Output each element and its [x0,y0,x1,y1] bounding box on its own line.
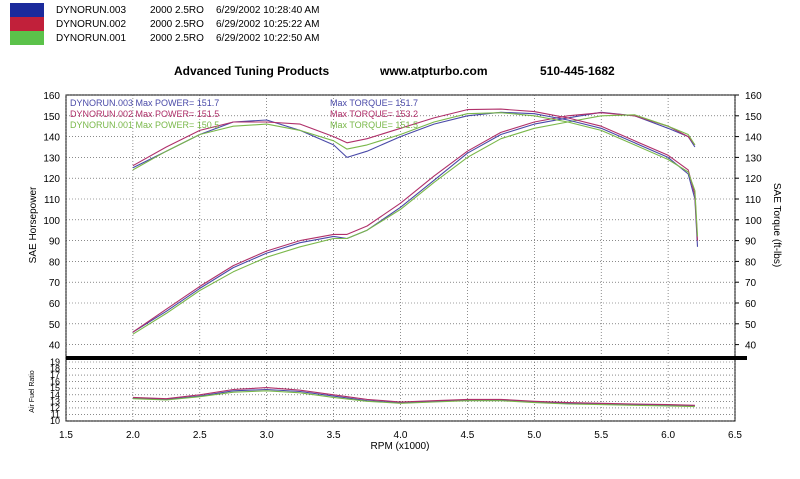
max-power-label: DYNORUN.003 Max POWER= 151.7 [70,98,219,108]
afr-line-dynorun-003 [132,388,695,407]
x-tick-label: 2.5 [193,430,207,441]
y-axis-label: SAE Horsepower [28,186,39,263]
afr-tick-label: 11 [51,409,60,419]
afr-tick-label: 17 [50,370,60,380]
legend-row: DYNORUN.003 2000 2.5RO 6/29/2002 10:28:4… [10,3,319,17]
company-name: Advanced Tuning Products [174,64,330,78]
x-tick-label: 2.0 [126,430,140,441]
x-tick-label: 5.5 [594,430,608,441]
legend-run-car: 2000 2.5RO [150,32,204,44]
y-tick-label: 140 [43,133,60,144]
y-tick-label: 160 [43,91,60,102]
y2-tick-label: 40 [745,341,757,352]
legend-swatch [10,3,44,17]
y-tick-label: 90 [49,237,61,248]
afr-line-dynorun-001 [132,390,695,408]
afr-line-dynorun-002 [132,387,695,406]
max-power-label: DYNORUN.001 Max POWER= 150.5 [70,120,219,130]
afr-tick-label: 12 [50,403,60,413]
y2-tick-label: 60 [745,299,757,310]
y-tick-label: 60 [49,299,61,310]
y-tick-label: 70 [49,278,61,289]
y2-tick-label: 80 [745,257,757,268]
torque-line-dynorun-003 [132,111,699,247]
afr-tick-label: 10 [50,416,60,426]
phone-number: 510-445-1682 [540,64,615,78]
x-tick-label: 3.0 [260,430,274,441]
legend-row: DYNORUN.002 2000 2.5RO 6/29/2002 10:25:2… [10,17,319,31]
y2-tick-label: 70 [745,278,757,289]
legend-row: DYNORUN.001 2000 2.5RO 6/29/2002 10:22:5… [10,31,319,45]
x-tick-label: 3.5 [327,430,341,441]
x-tick-label: 6.5 [728,430,742,441]
afr-tick-label: 16 [50,377,60,387]
max-torque-label: Max TORQUE= 151.7 [330,98,418,108]
x-tick-label: 6.0 [661,430,675,441]
legend-run-datetime: 6/29/2002 10:25:22 AM [216,18,320,30]
chart-header: Advanced Tuning Products www.atpturbo.co… [0,64,800,80]
y-tick-label: 110 [44,195,60,206]
x-tick-label: 1.5 [59,430,73,441]
legend-run-name: DYNORUN.003 [56,4,127,16]
y-tick-label: 100 [43,216,60,227]
y2-axis-label: SAE Torque (ft-lbs) [771,183,782,267]
afr-tick-label: 14 [50,390,60,400]
x-tick-label: 4.0 [394,430,408,441]
power-line-dynorun-001 [132,114,696,335]
legend-run-name: DYNORUN.001 [56,32,127,44]
y-tick-label: 150 [43,112,60,123]
y-tick-label: 80 [49,257,61,268]
x-tick-label: 4.5 [460,430,474,441]
y-tick-label: 130 [43,153,60,164]
legend-run-name: DYNORUN.002 [56,18,127,30]
afr-tick-label: 18 [50,364,60,374]
legend-run-datetime: 6/29/2002 10:28:40 AM [216,4,320,16]
run-legend: DYNORUN.003 2000 2.5RO 6/29/2002 10:28:4… [10,3,319,45]
afr-tick-label: 19 [50,357,60,367]
afr-tick-label: 15 [50,383,60,393]
y2-tick-label: 120 [745,174,762,185]
legend-run-car: 2000 2.5RO [150,4,204,16]
afr-axis-label: Air Fuel Ratio [29,370,36,413]
max-power-label: DYNORUN.002 Max POWER= 151.5 [70,109,219,119]
y2-tick-label: 50 [745,320,757,331]
y2-tick-label: 160 [745,91,762,102]
torque-line-dynorun-002 [132,108,699,241]
max-torque-label: Max TORQUE= 151.5 [330,120,418,130]
y2-tick-label: 110 [745,195,761,206]
x-tick-label: 5.0 [527,430,541,441]
legend-run-car: 2000 2.5RO [150,18,204,30]
y-tick-label: 50 [49,320,61,331]
torque-line-dynorun-001 [132,112,699,237]
legend-swatch [10,17,44,31]
max-torque-label: Max TORQUE= 153.2 [330,109,418,119]
legend-run-datetime: 6/29/2002 10:22:50 AM [216,32,320,44]
panel-divider [66,356,747,360]
y2-tick-label: 90 [745,237,757,248]
y-tick-label: 40 [49,341,61,352]
afr-tick-label: 13 [50,396,60,406]
y2-tick-label: 140 [745,133,762,144]
website: www.atpturbo.com [380,64,488,78]
y2-tick-label: 130 [745,153,762,164]
x-axis-label: RPM (x1000) [371,441,430,452]
y2-tick-label: 100 [745,216,762,227]
y2-tick-label: 150 [745,112,762,123]
y-tick-label: 120 [43,174,60,185]
legend-swatch [10,31,44,45]
